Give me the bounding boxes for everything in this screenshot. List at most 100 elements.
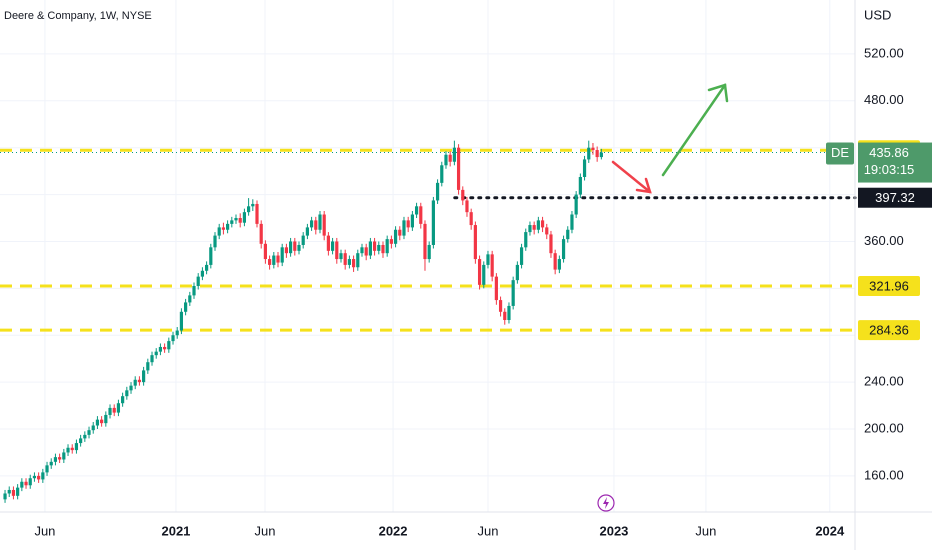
candle-body [532, 225, 536, 230]
candle-body [423, 223, 427, 260]
candle-body [167, 341, 171, 350]
candle-body [322, 214, 326, 236]
candle-body [448, 154, 452, 162]
axes: 160.00200.00240.00280.00320.00360.00400.… [34, 45, 903, 538]
candle-body [587, 147, 591, 160]
chart-title: Deere & Company, 1W, NYSE [4, 10, 152, 22]
candle-body [461, 189, 465, 201]
candle-body [3, 493, 7, 500]
candle-body [45, 465, 49, 473]
candle-body [129, 385, 133, 391]
candle-body [360, 247, 364, 254]
candle-body [536, 220, 540, 230]
level-tag [858, 320, 920, 341]
candle-body [108, 407, 112, 415]
y-tick-label: 160.00 [864, 467, 904, 482]
candle-body [255, 203, 259, 224]
candle-body [83, 434, 87, 439]
candles [3, 140, 603, 503]
x-tick-label: Jun [254, 523, 275, 538]
y-tick-label: 520.00 [864, 45, 904, 60]
candle-body [511, 280, 515, 306]
candle-body [377, 244, 381, 251]
candle-body [406, 220, 410, 228]
candle-body [137, 379, 142, 383]
candle-body [188, 295, 192, 303]
candle-body [435, 182, 440, 201]
candle-body [37, 475, 41, 480]
candle-body [268, 259, 272, 265]
x-tick-label: Jun [34, 523, 55, 538]
candle-body [280, 247, 284, 263]
candle-body [419, 206, 423, 224]
candle-body [95, 419, 100, 426]
candle-body [259, 223, 263, 244]
red-arrow [611, 160, 652, 194]
candle-body [566, 229, 570, 240]
candle-body [284, 247, 288, 254]
currency-label: USD [864, 7, 891, 22]
x-tick-label: 2022 [379, 523, 408, 538]
candle-body [427, 244, 431, 260]
candle-body [297, 244, 301, 251]
candle-body [507, 305, 511, 320]
candle-body [247, 206, 251, 213]
x-tick-label: 2021 [161, 523, 190, 538]
candle-body [578, 176, 582, 195]
candle-body [28, 478, 32, 486]
candle-body [465, 200, 469, 213]
candle-body [133, 379, 137, 386]
candle-body [389, 239, 393, 244]
event-icon [597, 494, 615, 512]
candle-body [276, 255, 280, 263]
candle-body [209, 247, 213, 265]
last-price-tag [858, 142, 932, 183]
candle-body [381, 244, 385, 254]
candle-body [524, 232, 528, 248]
candle-body [498, 300, 503, 312]
last-price-label: 435.86 [869, 145, 909, 160]
symbol-tag [826, 142, 854, 165]
candle-body [293, 241, 297, 251]
candle-body [125, 390, 129, 397]
y-tick-label: 240.00 [864, 374, 904, 389]
candle-body [410, 214, 414, 228]
candle-body [343, 253, 347, 265]
candle-body [452, 147, 456, 162]
x-tick-label: Jun [695, 523, 716, 538]
candle-body [553, 253, 557, 270]
candle-body [74, 443, 79, 451]
candle-body [142, 370, 146, 383]
candle-body [104, 414, 108, 424]
grid [0, 0, 855, 512]
candle-body [326, 235, 330, 251]
candle-body [11, 489, 16, 496]
x-tick-label: 2024 [815, 523, 845, 538]
candle-body [121, 396, 125, 404]
candle-body [486, 254, 490, 265]
candle-body [272, 255, 276, 265]
candle-body [66, 447, 70, 453]
candle-body [230, 220, 234, 224]
candle-body [251, 203, 255, 207]
green-arrow [661, 83, 729, 177]
candle-body [444, 154, 448, 166]
candle-body [7, 489, 11, 494]
candle-body [196, 276, 200, 287]
candle-body [431, 200, 435, 245]
candle-body [238, 218, 242, 223]
candle-body [305, 227, 309, 236]
candle-body [112, 407, 116, 413]
candle-body [53, 457, 58, 462]
candle-body [540, 220, 545, 228]
candle-body [32, 475, 37, 479]
candle-body [549, 234, 553, 254]
levels [0, 148, 857, 332]
candle-body [100, 419, 104, 424]
candle-body [364, 247, 368, 256]
candle-body [599, 152, 603, 158]
candle-body [557, 259, 561, 270]
candle-body [528, 225, 532, 233]
candle-body [574, 194, 578, 215]
